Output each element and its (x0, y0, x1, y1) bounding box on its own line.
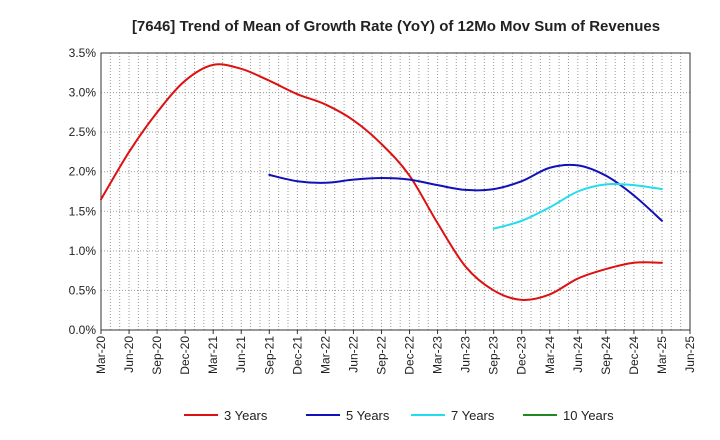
x-tick-label: Sep-20 (150, 336, 164, 375)
y-tick-label: 3.5% (69, 46, 97, 60)
y-tick-label: 0.5% (69, 283, 97, 297)
plot-area: 0.0% 0.5% 1.0% 1.5% 2.0% 2.5% 3.0% 3.5% Mar-20 Ju… (69, 46, 697, 375)
x-tick-label: Mar-21 (206, 336, 220, 374)
x-tick-label: Mar-23 (431, 336, 445, 374)
series-line-5-years (268, 163, 663, 222)
x-tick-label: Dec-24 (627, 336, 641, 375)
x-tick-label: Jun-25 (683, 336, 697, 373)
x-tick-label: Dec-21 (290, 336, 304, 375)
x-tick-label: Sep-24 (599, 336, 613, 375)
x-tick-label: Jun-20 (122, 336, 136, 373)
x-tick-label: Mar-25 (655, 336, 669, 374)
plot-border (100, 52, 691, 331)
x-tick-label: Mar-20 (94, 336, 108, 374)
y-tick-label: 2.0% (69, 165, 97, 179)
x-tick-label: Sep-21 (262, 336, 276, 375)
y-tick-label: 3.0% (69, 86, 97, 100)
x-tick-label: Jun-22 (346, 336, 360, 373)
series-line-7-years (492, 182, 663, 230)
x-tick-label: Sep-23 (487, 336, 501, 375)
chart-title: [7646] Trend of Mean of Growth Rate (YoY… (132, 18, 660, 35)
x-tick-label: Dec-22 (403, 336, 417, 375)
y-tick-label: 0.0% (69, 323, 97, 337)
y-tick-label: 1.5% (69, 204, 97, 218)
series-line-3-years (100, 63, 663, 302)
x-tick-label: Mar-22 (318, 336, 332, 374)
legend-label-3-years: 3 Years (224, 408, 268, 423)
x-tick-label: Jun-21 (234, 336, 248, 373)
x-tick-label: Jun-24 (571, 336, 585, 373)
legend-label-7-years: 7 Years (451, 408, 495, 423)
y-tick-label: 1.0% (69, 244, 97, 258)
legend-label-5-years: 5 Years (346, 408, 390, 423)
legend: 3 Years 5 Years 7 Years 10 Years (184, 408, 614, 423)
plot-background (101, 53, 690, 330)
y-tick-label: 2.5% (69, 125, 97, 139)
x-tick-label: Dec-23 (515, 336, 529, 375)
x-tick-label: Jun-23 (459, 336, 473, 373)
legend-label-10-years: 10 Years (563, 408, 614, 423)
x-tick-label: Mar-24 (543, 336, 557, 374)
x-tick-label: Sep-22 (374, 336, 388, 375)
x-tick-label: Dec-20 (178, 336, 192, 375)
